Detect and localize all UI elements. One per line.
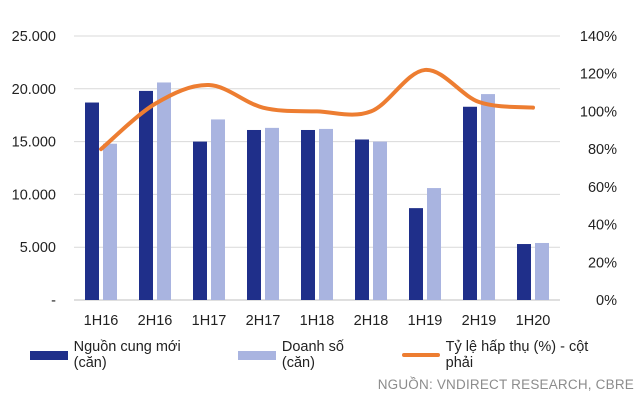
y-right-tick-label: 120% bbox=[580, 67, 617, 83]
x-tick-label: 1H19 bbox=[408, 313, 443, 329]
y-right-tick-label: 40% bbox=[588, 218, 617, 234]
legend-item-new-supply: Nguồn cung mới (căn) bbox=[30, 339, 216, 371]
bar-sales bbox=[373, 141, 387, 300]
y-left-tick-label: 20.000 bbox=[12, 82, 56, 98]
bar-new-supply bbox=[463, 106, 477, 300]
y-left-tick-label: - bbox=[51, 293, 56, 309]
y-right-tick-label: 60% bbox=[588, 180, 617, 196]
bar-sales bbox=[211, 119, 225, 300]
legend-label-new-supply: Nguồn cung mới (căn) bbox=[73, 339, 181, 371]
bar-sales bbox=[535, 242, 549, 300]
y-left-tick-label: 15.000 bbox=[12, 135, 56, 151]
bar-new-supply bbox=[355, 139, 369, 300]
y-left-tick-label: 25.000 bbox=[12, 29, 56, 45]
legend-label-absorption: Tỷ lệ hấp thụ (%) - cột phải bbox=[445, 339, 589, 371]
x-tick-label: 2H19 bbox=[462, 313, 497, 329]
source-note: NGUỒN: VNDIRECT RESEARCH, CBRE bbox=[377, 377, 634, 392]
y-left-tick-label: 10.000 bbox=[12, 187, 56, 203]
bar-sales bbox=[481, 94, 495, 300]
bar-new-supply bbox=[85, 102, 99, 300]
legend-swatch-new-supply bbox=[30, 350, 68, 360]
bar-new-supply bbox=[301, 129, 315, 300]
bar-sales bbox=[157, 82, 171, 301]
x-tick-label: 2H17 bbox=[246, 313, 281, 329]
bar-sales bbox=[103, 143, 117, 300]
bar-new-supply bbox=[193, 141, 207, 300]
bar-new-supply bbox=[247, 129, 261, 300]
bar-sales bbox=[319, 128, 333, 300]
bar-sales bbox=[427, 188, 441, 300]
y-right-tick-label: 0% bbox=[596, 293, 617, 309]
x-tick-label: 2H16 bbox=[138, 313, 173, 329]
y-right-tick-label: 140% bbox=[580, 29, 617, 45]
legend-item-absorption: Tỷ lệ hấp thụ (%) - cột phải bbox=[402, 339, 618, 371]
x-tick-label: 1H16 bbox=[84, 313, 119, 329]
legend-swatch-absorption bbox=[402, 353, 440, 357]
y-right-tick-label: 80% bbox=[588, 142, 617, 158]
legend-item-sales: Doanh số (căn) bbox=[238, 339, 380, 371]
x-tick-label: 1H20 bbox=[516, 313, 551, 329]
bar-new-supply bbox=[409, 208, 423, 300]
bar-new-supply bbox=[517, 244, 531, 300]
y-right-tick-label: 100% bbox=[580, 104, 617, 120]
chart: - 5.000 10.000 15.000 20.000 25.000 0% 20% 40% 60… bbox=[12, 29, 617, 329]
x-tick-label: 1H17 bbox=[192, 313, 227, 329]
legend-swatch-sales bbox=[238, 350, 276, 360]
x-tick-label: 2H18 bbox=[354, 313, 389, 329]
y-right-tick-label: 20% bbox=[588, 255, 617, 271]
legend-label-sales: Doanh số (căn) bbox=[281, 339, 344, 371]
legend: Nguồn cung mới (căn) Doanh số (căn) Tỷ l… bbox=[30, 339, 640, 371]
y-left-tick-label: 5.000 bbox=[20, 240, 56, 256]
bar-sales bbox=[265, 127, 279, 300]
absorption-rate-line bbox=[99, 67, 535, 152]
x-tick-label: 1H18 bbox=[300, 313, 335, 329]
bar-new-supply bbox=[139, 90, 153, 300]
